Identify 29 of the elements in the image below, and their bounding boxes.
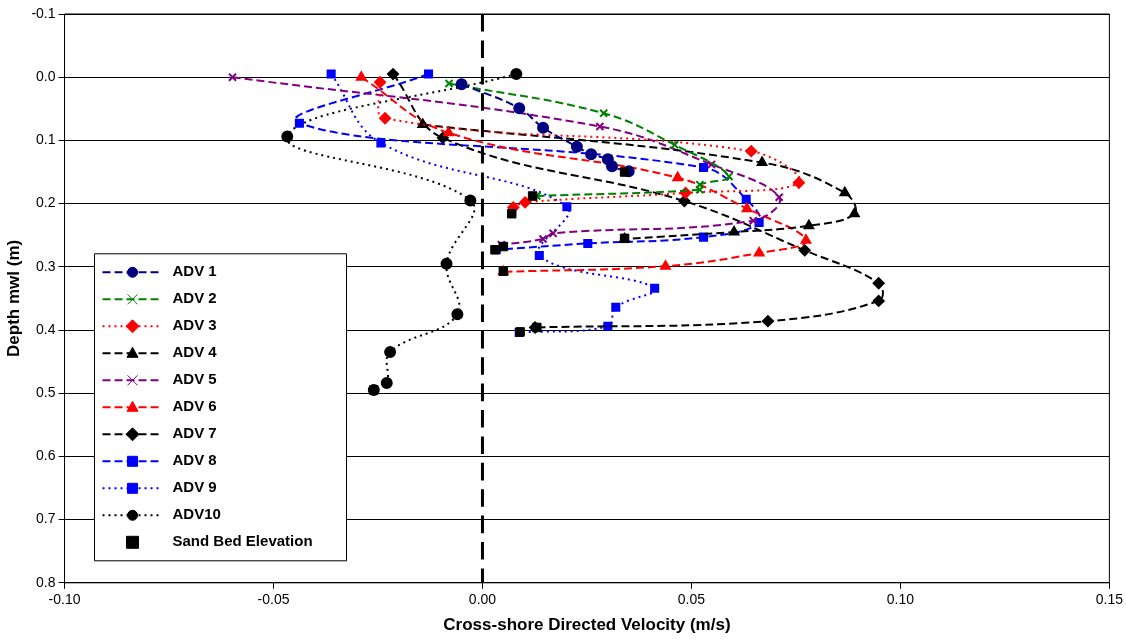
y-tick-label: 0.7 [36,510,56,527]
legend-label: ADV 4 [172,343,218,361]
legend-label: ADV 3 [172,316,217,334]
y-axis-title: Depth mwl (m) [3,239,23,357]
x-axis-title: Cross-shore Directed Velocity (m/s) [443,615,731,635]
y-tick-label: 0.0 [36,68,56,85]
legend-label: ADV 1 [172,262,217,280]
legend-label: ADV 5 [172,370,217,388]
legend-label: ADV 7 [172,424,217,442]
legend-label: ADV 8 [172,451,217,469]
y-tick-label: 0.5 [36,384,56,401]
legend-label: Sand Bed Elevation [172,532,313,550]
y-tick-label: 0.4 [36,320,56,337]
y-tick-label: 0.2 [36,194,56,211]
legend-label: ADV10 [172,505,221,523]
legend-label: ADV 2 [172,289,217,307]
x-tick-label: -0.10 [48,591,81,608]
y-tick-label: 0.1 [36,131,56,148]
legend-label: ADV 6 [172,397,217,415]
y-tick-label: 0.8 [36,573,56,590]
x-tick-label: 0.00 [468,591,497,608]
y-tick-label: -0.1 [31,4,56,21]
y-tick-label: 0.3 [36,257,56,274]
y-tick-label: 0.6 [36,447,56,464]
x-tick-label: 0.15 [1095,591,1124,608]
x-tick-label: -0.05 [257,591,290,608]
x-tick-label: 0.05 [677,591,706,608]
x-tick-label: 0.10 [886,591,915,608]
legend-label: ADV 9 [172,478,217,496]
